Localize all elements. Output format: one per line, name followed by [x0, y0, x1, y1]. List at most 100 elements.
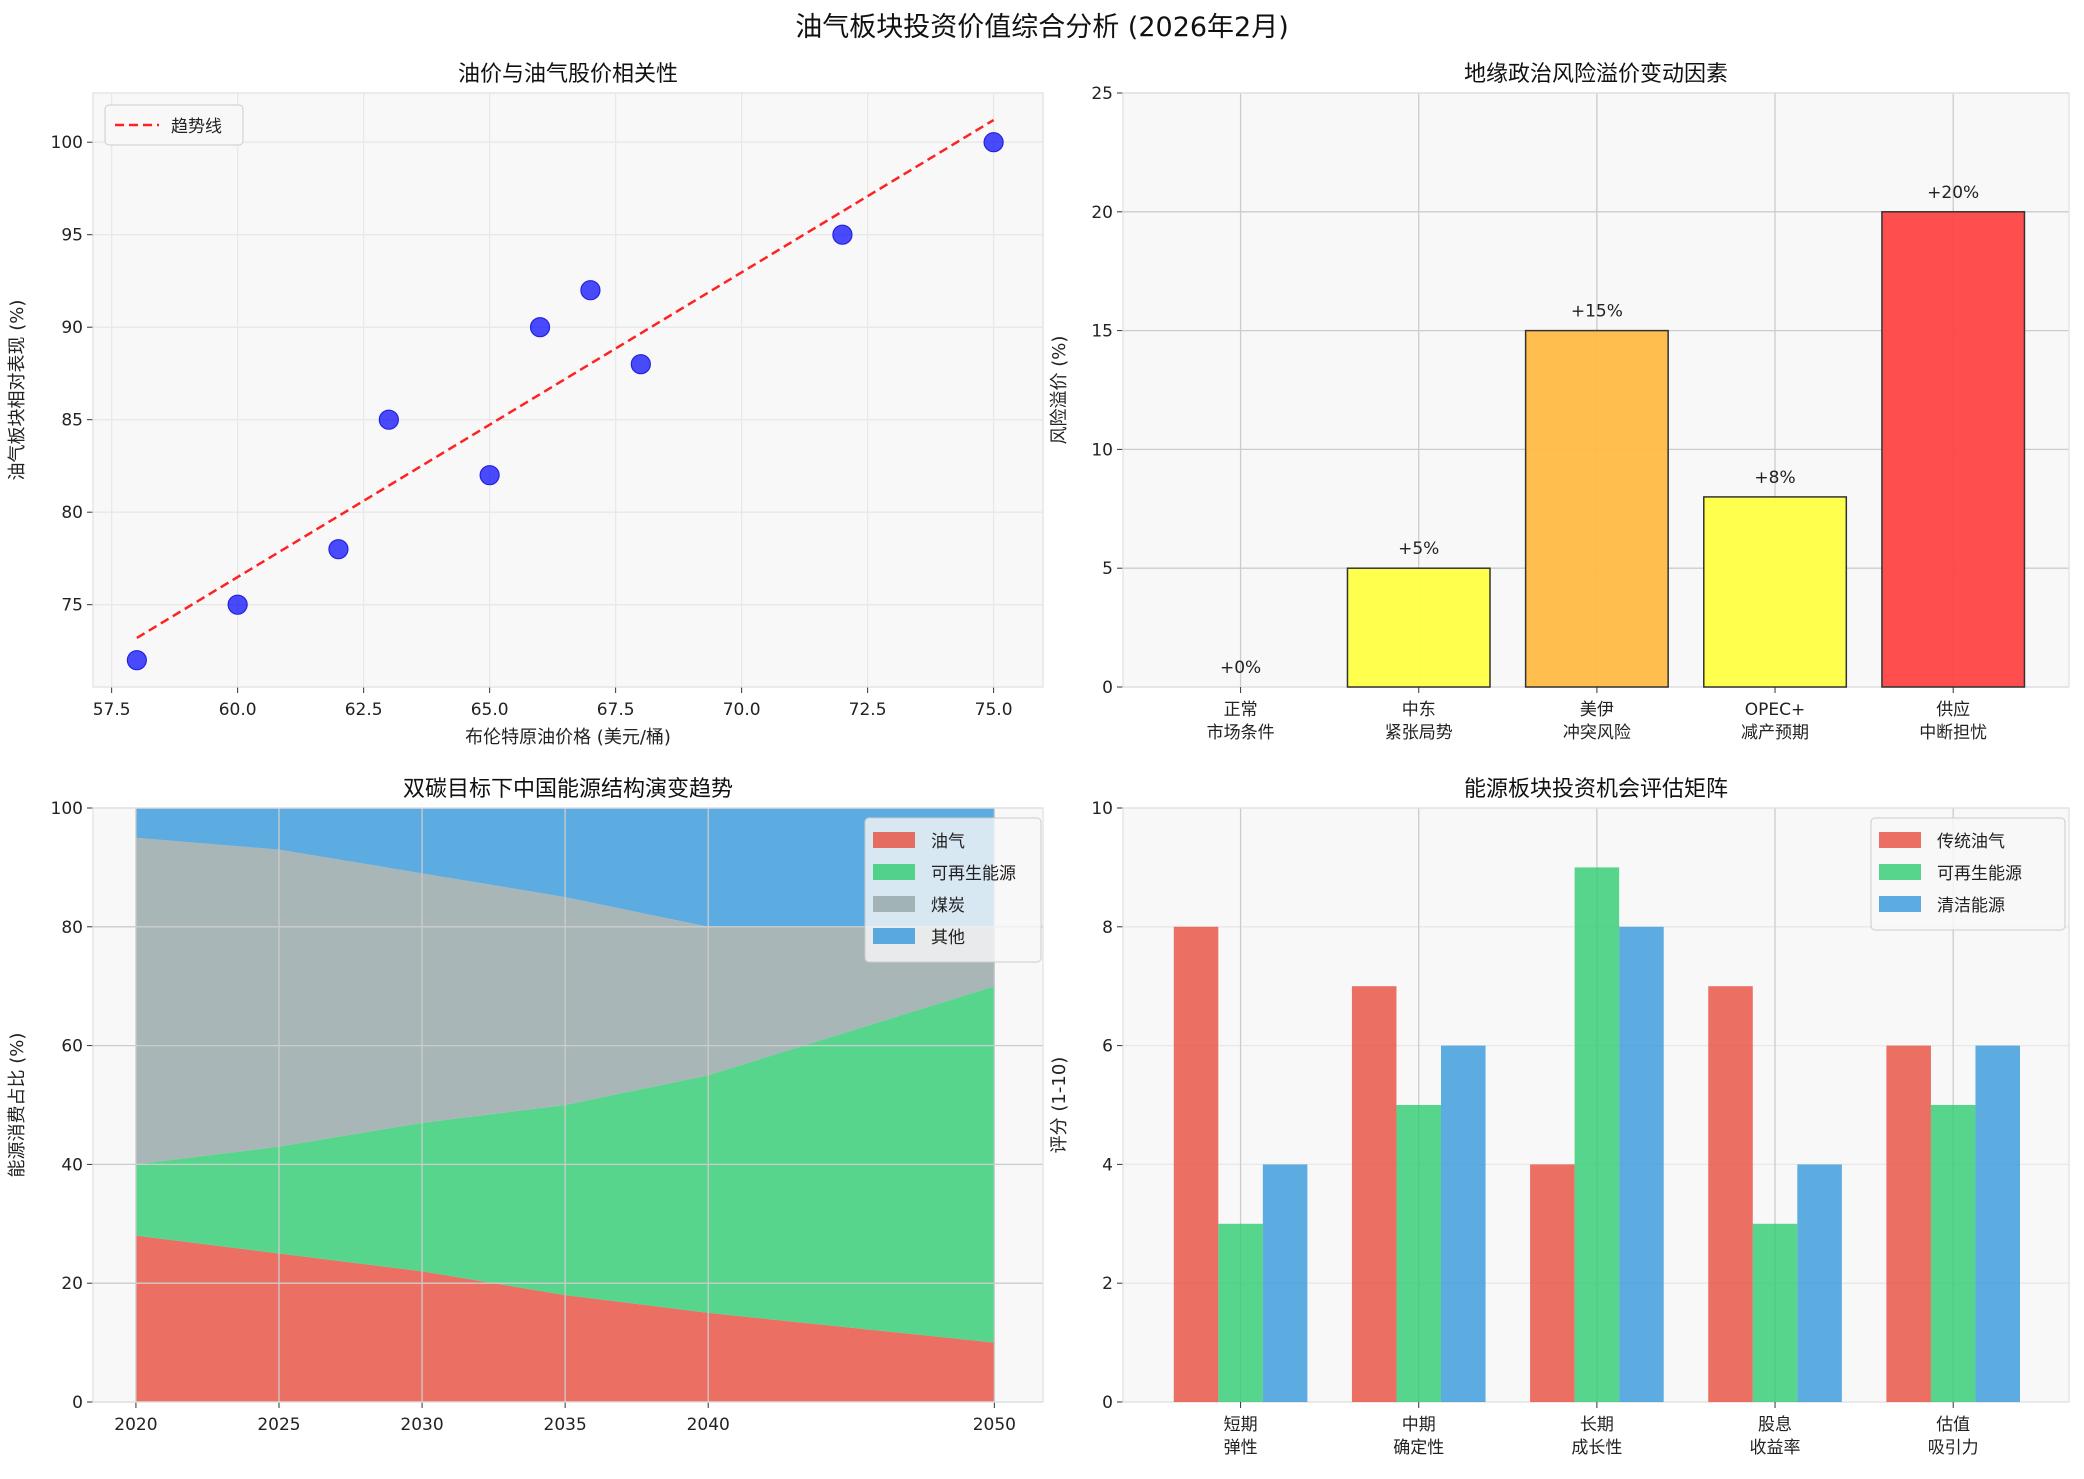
bar [1346, 567, 1491, 688]
y-tick-label: 80 [61, 918, 83, 938]
x-tick-label: 正常市场条件 [1207, 700, 1275, 743]
y-tick-label: 75 [61, 596, 83, 616]
scatter-point [227, 594, 248, 615]
scatter-point [983, 132, 1004, 153]
x-tick-label: 62.5 [345, 700, 383, 720]
axes-frame [92, 807, 1044, 1403]
scatter-point [328, 539, 349, 560]
data-label: +8% [1754, 468, 1795, 488]
x-tick-label: 75.0 [975, 700, 1013, 720]
bar [1703, 496, 1848, 688]
y-tick-label: 25 [1091, 84, 1113, 104]
y-tick-label: 90 [61, 318, 83, 338]
bar [1975, 1045, 2021, 1402]
y-tick-label: 85 [61, 411, 83, 431]
y-axis-label: 油气板块相对表现 (%) [7, 300, 28, 481]
x-tick-label-line: 供应 [1936, 700, 1970, 720]
bar [1752, 1223, 1798, 1402]
x-tick-label: 中期确定性 [1393, 1415, 1444, 1458]
y-tick-label: 0 [72, 1393, 83, 1413]
bar [1524, 329, 1669, 688]
x-tick-label-line: 收益率 [1750, 1438, 1801, 1458]
y-tick-label: 20 [61, 1274, 83, 1294]
x-tick-label: 2030 [400, 1415, 443, 1435]
legend-swatch [1879, 832, 1921, 848]
legend-swatch [873, 896, 915, 912]
data-label: +15% [1571, 302, 1623, 322]
suptitle: 油气板块投资价值综合分析 (2026年2月) [795, 12, 1289, 43]
x-tick-label: 2035 [544, 1415, 587, 1435]
scatter-point [580, 280, 601, 301]
x-tick-label: OPEC+ 减产预期 [1741, 700, 1809, 743]
x-tick-label: 57.5 [93, 700, 131, 720]
x-tick-label: 2050 [973, 1415, 1016, 1435]
x-tick-label-line: 成长性 [1571, 1438, 1622, 1458]
y-tick-label: 5 [1102, 559, 1113, 579]
y-tick-label: 60 [61, 1037, 83, 1057]
x-tick-label-line: 短期 [1224, 1415, 1258, 1435]
y-tick-label: 4 [1102, 1155, 1113, 1175]
bar [1886, 1045, 1931, 1402]
plot-background [93, 93, 1043, 687]
legend-label: 其他 [931, 928, 965, 948]
y-axis-label: 评分 (1-10) [1049, 1057, 1070, 1154]
subplot-title: 地缘政治风险溢价变动因素 [1464, 62, 1728, 87]
bar [1396, 1105, 1442, 1402]
legend-swatch [873, 832, 915, 848]
x-tick-label-line: 中断担忧 [1919, 723, 1987, 743]
subplot-1: 油价与油气股价相关性 57.5 60.0 62.5 65.0 67.5 70.0 72.5 75… [7, 62, 1044, 748]
x-tick-label: 估值吸引力 [1928, 1415, 1979, 1458]
scatter-point [479, 465, 500, 486]
bar [1619, 926, 1664, 1402]
x-tick-label: 美伊冲突风险 [1563, 700, 1631, 743]
legend-frame [864, 817, 1042, 963]
y-tick-label: 6 [1102, 1037, 1113, 1057]
scatter-point [126, 650, 147, 671]
y-tick-label: 20 [1091, 203, 1113, 223]
bar [1218, 1223, 1263, 1402]
x-tick-label: 67.5 [597, 700, 635, 720]
scatter-point [529, 317, 551, 338]
data-label: +5% [1398, 539, 1439, 559]
x-tick-label: 72.5 [849, 700, 887, 720]
bar [1530, 1164, 1575, 1402]
bar [1797, 1164, 1842, 1402]
subplot-4: 能源板块投资机会评估矩阵 0 2 4 6 8 10 短期弹性 中期确定性 长期成长性 股息收益率 估值… [1049, 777, 2070, 1458]
scatter-point [630, 354, 651, 375]
bar [1930, 1105, 1976, 1402]
legend-swatch [873, 928, 915, 944]
y-axis-label: 风险溢价 (%) [1049, 336, 1070, 445]
y-tick-label: 100 [51, 133, 83, 153]
bar [1351, 986, 1397, 1402]
x-tick-label-line: 紧张局势 [1385, 723, 1453, 743]
x-tick-label-line: 减产预期 [1741, 723, 1809, 743]
subplot-2: 地缘政治风险溢价变动因素 0 5 10 15 20 25 +0% +5% +15% +8% +20% 正… [1049, 62, 2070, 743]
legend-swatch [1879, 864, 1921, 880]
x-tick-label-line: 股息 [1758, 1415, 1792, 1435]
bar [1262, 1164, 1308, 1402]
x-tick-label: 股息收益率 [1750, 1415, 1801, 1458]
x-tick-label: 短期弹性 [1224, 1415, 1258, 1458]
bar [1708, 986, 1753, 1402]
legend-label: 油气 [931, 832, 965, 852]
subplot-title: 双碳目标下中国能源结构演变趋势 [403, 777, 733, 802]
x-tick-label-line: 估值 [1936, 1415, 1970, 1435]
legend-label: 煤炭 [931, 896, 965, 916]
y-tick-label: 10 [1091, 799, 1113, 819]
bar [1574, 867, 1620, 1402]
x-tick-label-line: 美伊 [1580, 700, 1614, 720]
x-tick-label-line: 长期 [1580, 1415, 1614, 1435]
data-label: +20% [1927, 183, 1979, 203]
subplot-title: 油价与油气股价相关性 [458, 62, 678, 87]
legend-frame [104, 104, 244, 146]
y-tick-label: 40 [61, 1155, 83, 1175]
bar [1881, 211, 2026, 688]
bar [1173, 926, 1219, 1402]
x-tick-label: 长期成长性 [1571, 1415, 1622, 1458]
legend-swatch [1879, 896, 1921, 912]
legend-label: 传统油气 [1937, 832, 2005, 852]
y-tick-label: 10 [1091, 440, 1113, 460]
